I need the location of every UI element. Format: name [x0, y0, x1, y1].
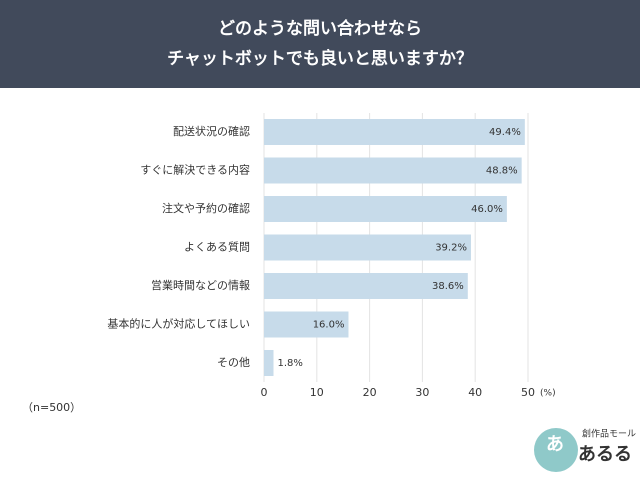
logo-badge: [534, 428, 578, 472]
bar: [264, 273, 468, 299]
value-label: 16.0%: [313, 320, 345, 331]
y-tick-label: 配送状況の確認: [173, 124, 250, 138]
y-tick-label: よくある質問: [184, 240, 250, 254]
value-label: 49.4%: [489, 127, 521, 138]
x-tick-label: 30: [415, 386, 429, 399]
value-label: 39.2%: [435, 243, 467, 254]
bar: [264, 157, 522, 184]
bar: [264, 350, 274, 376]
value-label: 1.8%: [278, 358, 303, 369]
value-label: 46.0%: [471, 204, 503, 215]
x-tick-label: 40: [468, 386, 482, 399]
value-label: 48.8%: [486, 166, 518, 177]
x-tick-label: 0: [261, 386, 268, 399]
y-tick-label: その他: [217, 356, 250, 369]
x-tick-label: 50: [521, 386, 535, 399]
logo-small: 創作品モール: [582, 428, 636, 440]
y-tick-label: 注文や予約の確認: [162, 201, 250, 215]
logo-badge-text: あ: [546, 434, 564, 455]
y-tick-label: 基本的に人が対応してほしい: [107, 317, 250, 331]
value-label: 38.6%: [432, 281, 464, 292]
note: （n=500）: [22, 401, 81, 414]
bar: [264, 311, 349, 338]
x-tick-label: 10: [310, 386, 324, 399]
bar: [264, 119, 525, 145]
logo-main: あるる: [578, 444, 632, 465]
x-unit: (%): [540, 389, 556, 399]
chart-title: どのような問い合わせなら: [218, 18, 422, 39]
bar: [264, 196, 507, 222]
y-tick-label: 営業時間などの情報: [151, 278, 250, 292]
header: [0, 0, 640, 88]
chart-title: チャットボットでも良いと思いますか？: [167, 48, 473, 69]
bar: [264, 234, 471, 261]
x-tick-label: 20: [363, 386, 377, 399]
y-tick-label: すぐに解決できる内容: [140, 163, 250, 177]
